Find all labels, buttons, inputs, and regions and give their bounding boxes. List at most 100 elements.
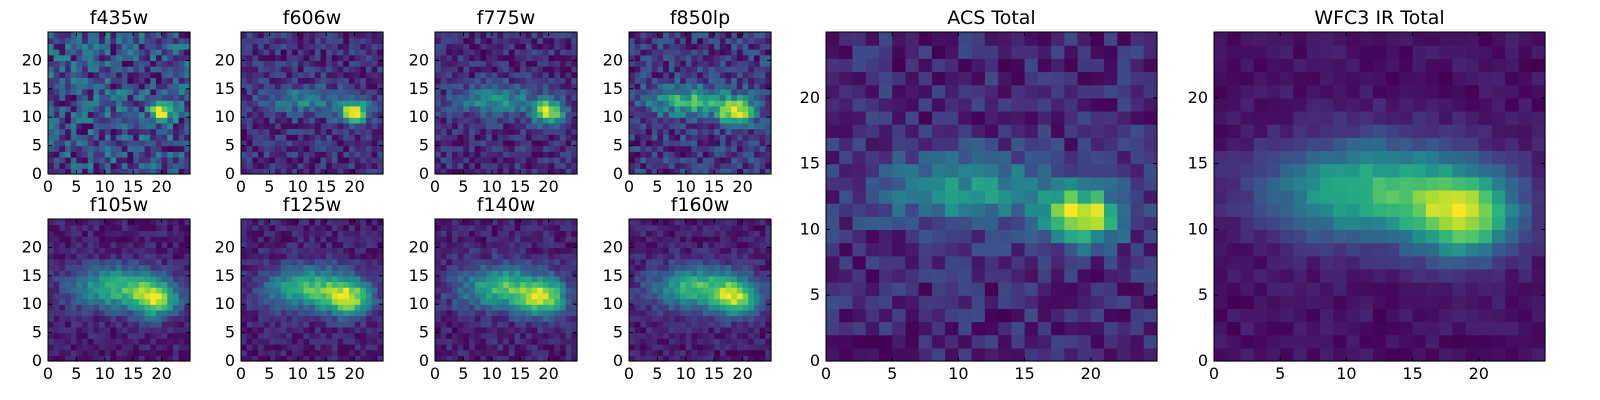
heatmap-cell	[252, 105, 259, 113]
heatmap-cell	[241, 134, 248, 141]
heatmap-cell	[241, 264, 248, 271]
heatmap-cell	[463, 111, 470, 118]
heatmap-cell	[138, 100, 146, 107]
heatmap-cell	[65, 134, 72, 141]
heatmap-cell	[121, 122, 129, 130]
heatmap-cell	[452, 287, 459, 294]
heatmap-cell	[337, 338, 344, 345]
heatmap-cell	[87, 49, 95, 56]
heatmap-cell	[280, 156, 288, 164]
heatmap-cell	[491, 349, 499, 356]
heatmap-cell	[702, 315, 710, 322]
heatmap-cell	[241, 111, 248, 118]
heatmap-cell	[127, 145, 134, 152]
heatmap-cell	[691, 321, 698, 328]
heatmap-cell	[269, 145, 276, 152]
heatmap-cell	[93, 224, 100, 231]
heatmap-cell	[719, 128, 727, 135]
heatmap-cell	[365, 219, 373, 226]
heatmap-cell	[65, 71, 72, 79]
heatmap-cell	[365, 32, 373, 39]
heatmap-cell	[685, 77, 693, 84]
heatmap-cell	[452, 270, 459, 277]
heatmap-cell	[246, 281, 253, 288]
heatmap-cell	[297, 77, 305, 84]
heatmap-cell	[343, 349, 350, 356]
heatmap-cell	[514, 88, 521, 96]
heatmap-cell	[440, 309, 447, 317]
heatmap-cell	[155, 343, 163, 351]
heatmap-cell	[731, 88, 738, 96]
heatmap-cell	[65, 105, 72, 113]
heatmap-cell	[104, 309, 112, 317]
heatmap-cell	[354, 349, 361, 356]
heatmap-cell	[440, 315, 447, 322]
heatmap-cell	[525, 43, 533, 50]
heatmap-cell	[731, 304, 738, 311]
heatmap-cell	[87, 100, 95, 107]
heatmap-cell	[714, 355, 721, 362]
heatmap-cell	[765, 43, 772, 50]
heatmap-cell	[702, 105, 710, 113]
heatmap-cell	[59, 156, 66, 164]
heatmap-cell	[65, 309, 72, 317]
heatmap-cell	[736, 32, 744, 39]
heatmap-cell	[571, 224, 578, 231]
heatmap-cell	[446, 60, 453, 67]
heatmap-cell	[525, 60, 533, 67]
heatmap-cell	[309, 224, 316, 231]
heatmap-cell	[263, 156, 270, 164]
heatmap-cell	[759, 134, 766, 141]
heatmap-cell	[542, 224, 550, 231]
heatmap-cell	[138, 49, 146, 56]
heatmap-cell	[241, 156, 248, 164]
heatmap-cell	[377, 224, 384, 231]
heatmap-cell	[76, 253, 83, 260]
heatmap-cell	[565, 66, 572, 73]
heatmap-cell	[292, 287, 299, 294]
heatmap-cell	[172, 151, 180, 158]
heatmap-cell	[629, 54, 636, 61]
heatmap-cell	[241, 54, 248, 61]
heatmap-cell	[514, 326, 521, 334]
heatmap-cell	[525, 151, 533, 158]
heatmap-cell	[275, 156, 282, 164]
heatmap-cell	[365, 275, 373, 283]
heatmap-cell	[48, 253, 55, 260]
heatmap-cell	[486, 94, 493, 101]
heatmap-cell	[736, 168, 744, 175]
heatmap-cell	[640, 83, 647, 90]
heatmap-cell	[503, 134, 510, 141]
heatmap-cell	[559, 309, 567, 317]
heatmap-cell	[48, 224, 55, 231]
heatmap-cell	[184, 49, 191, 56]
heatmap-cell	[184, 100, 191, 107]
heatmap-cell	[275, 349, 282, 356]
heatmap-cell	[172, 326, 180, 334]
heatmap-cell	[93, 270, 100, 277]
heatmap-cell	[144, 355, 151, 362]
heatmap-cell	[116, 54, 123, 61]
heatmap-cell	[110, 258, 117, 266]
heatmap-cell	[708, 287, 715, 294]
heatmap-cell	[104, 287, 112, 294]
heatmap-cell	[491, 287, 499, 294]
heatmap-cell	[48, 304, 55, 311]
heatmap-cell	[172, 60, 180, 67]
heatmap-cell	[138, 309, 146, 317]
heatmap-cell	[435, 105, 442, 113]
heatmap-cell	[76, 292, 83, 300]
heatmap-cell	[87, 162, 95, 169]
heatmap-cell	[640, 134, 647, 141]
heatmap-cell	[184, 230, 191, 237]
heatmap-cell	[691, 32, 698, 39]
heatmap-cell	[565, 258, 572, 266]
heatmap-cell	[514, 281, 521, 288]
heatmap-cell	[640, 162, 647, 169]
heatmap-cell	[646, 355, 653, 362]
heatmap-cell	[559, 139, 567, 147]
heatmap-cell	[629, 315, 636, 322]
heatmap-cell	[514, 32, 521, 39]
x-tick-label: 0	[43, 364, 53, 383]
heatmap-cell	[542, 43, 550, 50]
